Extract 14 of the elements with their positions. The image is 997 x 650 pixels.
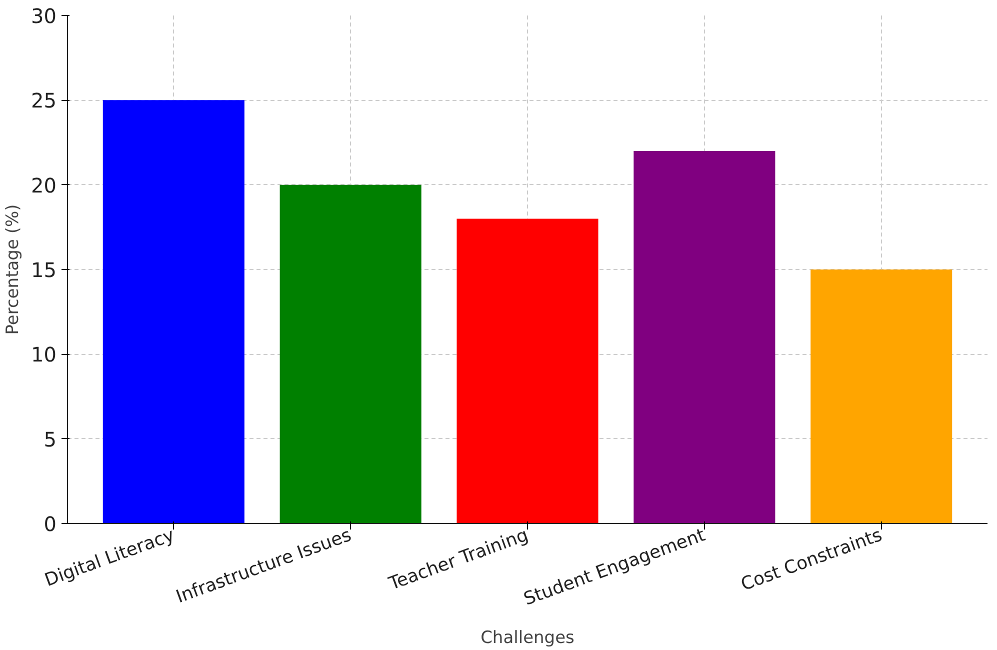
y-tick-label: 5 (44, 427, 57, 452)
y-tick-label: 0 (44, 512, 57, 536)
bar (280, 184, 422, 524)
bar (634, 150, 776, 524)
bar (456, 218, 598, 524)
bar (102, 100, 244, 524)
y-tick-label: 15 (31, 258, 57, 282)
y-tick-label: 20 (31, 173, 57, 198)
y-tick-label: 30 (31, 4, 57, 28)
y-axis-title: Percentage (%) (3, 204, 24, 335)
y-tick-label: 10 (31, 342, 57, 367)
y-tick-label: 25 (31, 88, 57, 113)
x-axis-title: Challenges (480, 628, 575, 648)
bar (810, 270, 952, 524)
